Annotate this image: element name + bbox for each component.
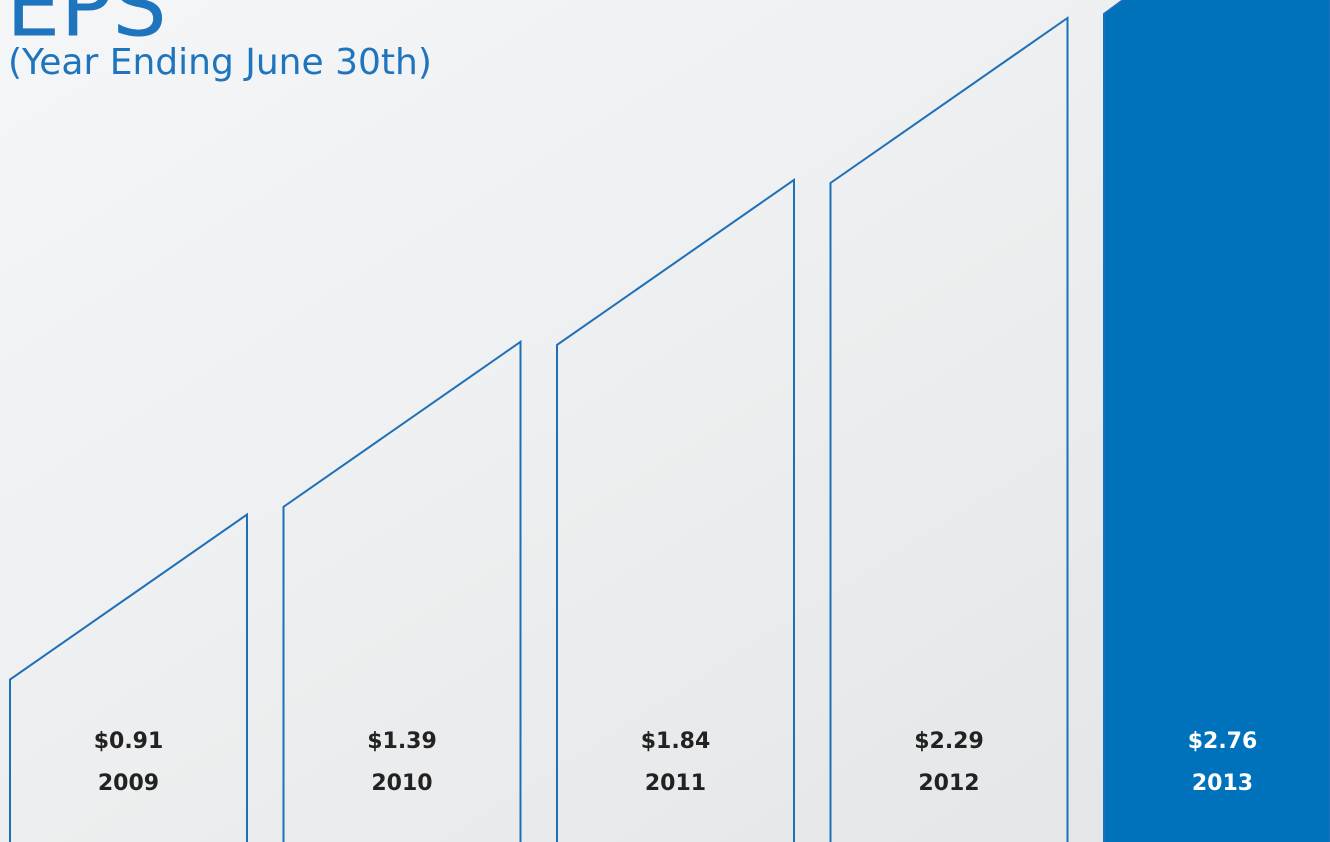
bar: [282, 339, 522, 842]
x-tick-label: 2009: [98, 771, 159, 796]
chart-subtitle: (Year Ending June 30th): [8, 42, 432, 83]
x-tick-label: 2011: [645, 771, 706, 796]
bar: [9, 512, 248, 842]
bar: [556, 177, 795, 842]
value-label: $0.91: [94, 729, 164, 754]
x-tick-label: 2013: [1192, 771, 1253, 796]
bar: [829, 16, 1069, 842]
value-label: $1.39: [367, 729, 437, 754]
chart-title: EPS: [6, 0, 167, 56]
x-tick-label: 2010: [371, 771, 432, 796]
x-tick-label: 2012: [918, 771, 979, 796]
value-label: $1.84: [641, 729, 711, 754]
bar: [1103, 0, 1330, 842]
value-label: $2.76: [1188, 729, 1258, 754]
value-label: $2.29: [914, 729, 984, 754]
